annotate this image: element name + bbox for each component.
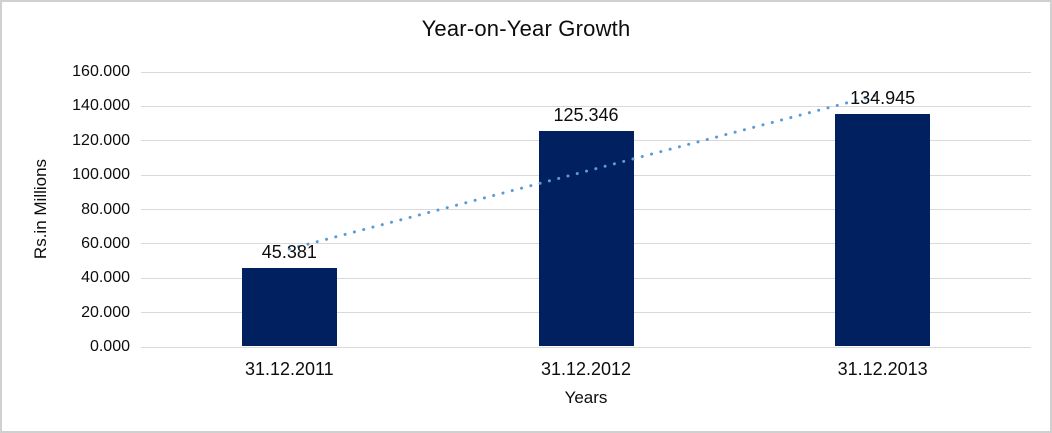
y-tick-label: 0.000 — [89, 338, 130, 355]
bar-31.12.2011[interactable] — [241, 268, 337, 346]
y-tick-label: 120.000 — [72, 131, 130, 149]
x-axis-title: Years — [564, 388, 608, 407]
x-tick-label: 31.12.2011 — [244, 359, 334, 379]
x-tick-label: 31.12.2013 — [837, 359, 928, 379]
data-label: 134.945 — [850, 88, 916, 109]
gridline — [141, 346, 1031, 348]
y-tick-label: 40.000 — [81, 269, 130, 287]
y-tick-label: 160.000 — [72, 63, 130, 80]
data-label: 45.381 — [261, 242, 317, 262]
trendline[interactable] — [141, 72, 1031, 347]
chart-title: Year-on-Year Growth — [421, 16, 631, 41]
y-tick-label: 80.000 — [81, 200, 130, 218]
bar-31.12.2012[interactable] — [538, 130, 634, 346]
y-tick-label: 100.000 — [72, 166, 130, 184]
data-label: 125.346 — [553, 104, 619, 125]
bar-31.12.2013[interactable] — [835, 114, 931, 346]
x-tick-label: 31.12.2012 — [540, 359, 632, 379]
y-tick-label: 140.000 — [72, 97, 130, 115]
gridline — [141, 105, 1031, 107]
y-tick-label: 20.000 — [81, 303, 130, 321]
gridline — [141, 71, 1031, 73]
y-tick-label: 60.000 — [81, 234, 130, 252]
plot-area: 45.381 125.346 134.945 — [141, 71, 1031, 348]
